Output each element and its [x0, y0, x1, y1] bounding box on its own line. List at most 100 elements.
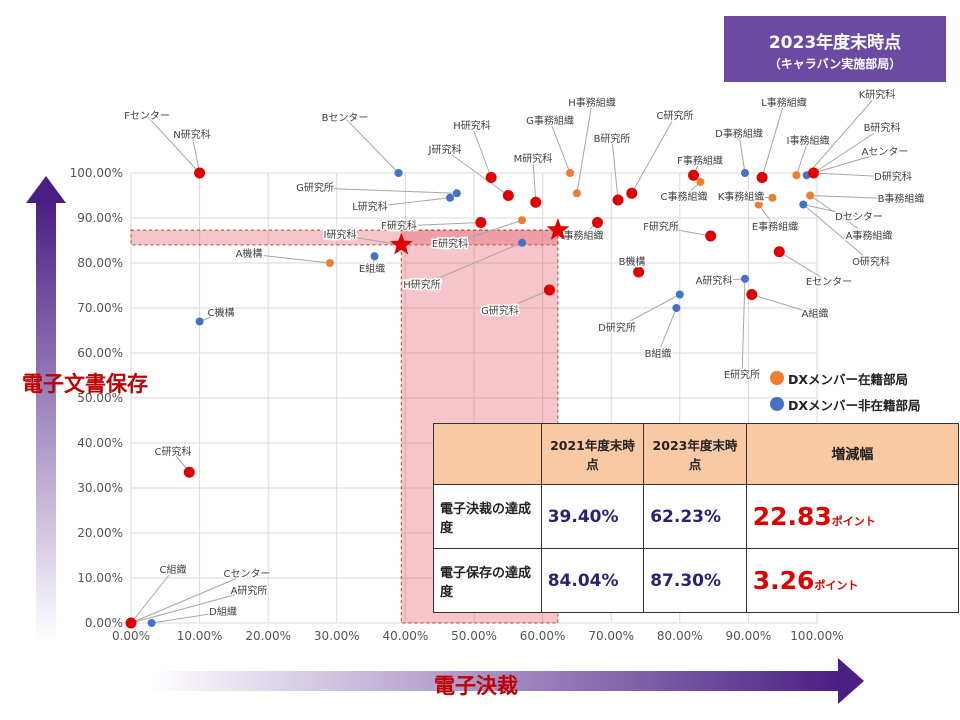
- data-point: [394, 169, 403, 177]
- diff-cell: 22.83ポイント: [745, 484, 960, 549]
- y-tick-label: 30.00%: [77, 481, 123, 495]
- data-point: [612, 194, 624, 206]
- point-label: Dセンター: [835, 211, 883, 223]
- legend-item-dx-member: DXメンバー在籍部局: [770, 365, 921, 391]
- point-label: A組織: [802, 307, 829, 320]
- label-leader-line: [611, 138, 619, 201]
- label-leader-line: [813, 151, 886, 174]
- point-label: A研究所: [231, 584, 268, 597]
- data-point: [799, 200, 808, 209]
- point-label: C機構: [208, 306, 235, 319]
- data-point: [502, 190, 514, 201]
- point-label: I研究科: [324, 228, 357, 241]
- y-axis-title: 電子文書保存: [22, 372, 148, 396]
- diff-value: 22.83: [752, 502, 832, 531]
- data-point: [792, 171, 801, 180]
- point-label: F研究所: [643, 220, 679, 233]
- point-label: F研究科: [381, 219, 417, 232]
- point-label: E組織: [359, 262, 385, 275]
- x-tick-label: 10.00%: [177, 629, 223, 643]
- label-leader-line: [344, 117, 399, 174]
- data-point: [768, 193, 777, 202]
- table-header-2023: 2023年度末時点: [643, 423, 747, 485]
- data-point: [675, 290, 684, 299]
- label-leader-line: [761, 102, 785, 178]
- point-label: G事務組織: [526, 114, 574, 127]
- point-label: Cセンター: [224, 568, 271, 580]
- data-point: [808, 167, 820, 179]
- label-leader-line: [314, 187, 457, 194]
- label-leader-line: [616, 294, 681, 329]
- table-row: 電子保存の達成度 84.04% 87.30% 3.26ポイント: [433, 548, 960, 613]
- label-leader-line: [813, 127, 883, 174]
- point-label: E研究科: [432, 237, 468, 250]
- data-point: [194, 167, 206, 179]
- data-point: [485, 172, 497, 183]
- data-point: [633, 266, 645, 278]
- label-leader-line: [803, 204, 860, 218]
- value-2023: 87.30%: [643, 548, 747, 613]
- diff-value: 3.26: [752, 566, 815, 595]
- data-point: [452, 189, 461, 198]
- label-leader-line: [806, 94, 878, 176]
- label-leader-line: [810, 195, 902, 200]
- legend-orange-dot: [770, 371, 784, 385]
- point-label: A事務組織: [846, 229, 893, 242]
- x-tick-label: 40.00%: [383, 629, 429, 643]
- data-point: [370, 252, 379, 261]
- row-label: 電子決裁の達成度: [433, 484, 542, 549]
- average-star-marker: [546, 218, 570, 240]
- y-tick-label: 60.00%: [77, 346, 123, 360]
- x-tick-label: 100.00%: [790, 629, 843, 643]
- point-label: B研究科: [864, 121, 901, 134]
- label-leader-line: [809, 195, 870, 237]
- label-leader-line: [151, 611, 224, 624]
- point-label: E事務組織: [752, 220, 798, 233]
- label-leader-line: [449, 219, 523, 245]
- table-header-diff: 増減幅: [745, 423, 960, 485]
- title-box: 2023年度末時点 （キャラバン実施部局）: [724, 16, 946, 82]
- point-label: M研究科: [514, 152, 553, 165]
- label-leader-line: [471, 125, 492, 178]
- point-label: D事務組織: [715, 127, 763, 140]
- label-leader-line: [751, 294, 816, 315]
- point-label: C研究所: [657, 109, 694, 122]
- data-point: [773, 246, 785, 258]
- label-leader-line: [740, 196, 773, 199]
- data-point: [705, 230, 717, 242]
- label-leader-line: [660, 226, 711, 237]
- point-label: I事務組織: [787, 134, 830, 147]
- label-leader-line: [146, 115, 200, 174]
- stats-table: 2021年度末時点 2023年度末時点 増減幅 電子決裁の達成度 39.40% …: [433, 423, 960, 613]
- label-leader-line: [802, 204, 872, 263]
- point-label: K研究科: [859, 88, 896, 101]
- data-point: [740, 169, 749, 177]
- average-stars: [389, 218, 570, 255]
- point-label: J研究科: [428, 143, 462, 156]
- point-label: N研究科: [173, 128, 210, 141]
- data-points: [125, 167, 820, 629]
- y-tick-label: 100.00%: [70, 166, 123, 180]
- y-tick-label: 70.00%: [77, 301, 123, 315]
- label-leader-line: [130, 573, 248, 624]
- point-label: Aセンター: [862, 146, 909, 158]
- x-tick-label: 60.00%: [520, 629, 566, 643]
- x-tick-label: 20.00%: [245, 629, 291, 643]
- x-tick-label: 0.00%: [112, 629, 150, 643]
- legend-blue-dot: [770, 397, 784, 411]
- label-leader-line: [130, 590, 250, 624]
- legend-label: DXメンバー非在籍部局: [788, 397, 921, 413]
- point-label: H研究科: [453, 119, 491, 132]
- diff-cell: 3.26ポイント: [745, 548, 960, 613]
- label-leader-line: [576, 102, 593, 194]
- x-tick-label: 30.00%: [314, 629, 360, 643]
- label-leader-line: [499, 289, 550, 312]
- point-label: L研究科: [352, 200, 388, 213]
- y-tick-label: 0.00%: [85, 616, 123, 630]
- data-point: [806, 191, 815, 200]
- point-label: A機構: [236, 247, 263, 260]
- average-star-marker: [389, 232, 413, 255]
- label-leader-line: [657, 307, 677, 355]
- label-leader-line: [758, 204, 776, 228]
